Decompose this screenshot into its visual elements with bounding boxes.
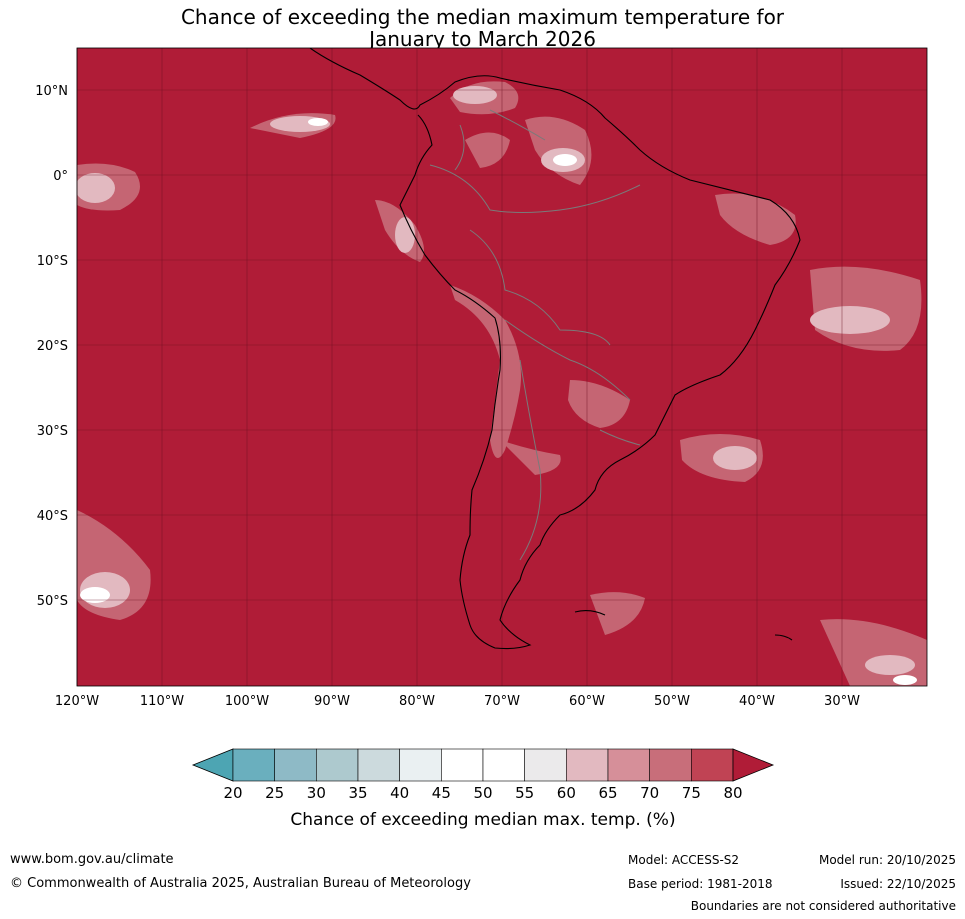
colorbar-cell	[566, 748, 609, 782]
colorbar-tick-label: 50	[473, 784, 492, 802]
footer-copyright: © Commonwealth of Australia 2025, Austra…	[10, 876, 471, 891]
patch-chaco	[568, 380, 630, 428]
patch-brazil-coast	[715, 193, 796, 245]
colorbar-cell	[232, 748, 275, 782]
colorbar-cell	[357, 748, 400, 782]
colorbar-cell	[482, 748, 525, 782]
colorbar-over-arrow	[732, 748, 775, 782]
colorbar-cell	[316, 748, 359, 782]
lon-label: 50°W	[654, 694, 690, 709]
footer-disclaimer: Boundaries are not considered authoritat…	[690, 899, 956, 913]
lat-label: 30°S	[37, 424, 68, 439]
lon-label: 60°W	[569, 694, 605, 709]
colorbar-tick-label: 70	[640, 784, 659, 802]
lat-label: 10°N	[35, 84, 68, 99]
colorbar-tick-label: 65	[598, 784, 617, 802]
lon-label: 40°W	[739, 694, 775, 709]
footer-model-run: Model run: 20/10/2025	[818, 853, 956, 867]
colorbar-cell	[399, 748, 442, 782]
lon-label: 100°W	[225, 694, 269, 709]
patch-falklands	[590, 592, 645, 635]
colorbar-tick-label: 75	[682, 784, 701, 802]
longitude-labels: 120°W 110°W 100°W 90°W 80°W 70°W 60°W 50…	[55, 694, 860, 709]
lon-label: 70°W	[484, 694, 520, 709]
colorbar-under-arrow	[191, 748, 234, 782]
lat-label: 20°S	[37, 339, 68, 354]
colorbar-cell	[274, 748, 317, 782]
map-title-line1: Chance of exceeding the median maximum t…	[180, 5, 785, 29]
colorbar-cell	[649, 748, 692, 782]
latitude-labels: 10°N 0° 10°S 20°S 30°S 40°S 50°S	[35, 84, 68, 609]
colorbar-tick-label: 30	[307, 784, 326, 802]
colorbar-cell	[691, 748, 734, 782]
footer-model: Model: ACCESS-S2	[628, 853, 740, 867]
footer-issued: Issued: 22/10/2025	[840, 877, 956, 891]
colorbar-tick-label: 45	[432, 784, 451, 802]
footer-url: www.bom.gov.au/climate	[10, 852, 174, 867]
lat-label: 0°	[53, 169, 68, 184]
patch-central-chile	[500, 440, 561, 475]
colorbar: 20 25 30 35 40 45 50 55 60 65 70 75 80	[191, 748, 775, 802]
patch-andes	[450, 285, 521, 458]
lon-label: 120°W	[55, 694, 99, 709]
lat-label: 40°S	[37, 509, 68, 524]
lat-label: 10°S	[37, 254, 68, 269]
coastline	[309, 48, 801, 650]
patch-colombia	[465, 132, 510, 168]
colorbar-cell	[441, 748, 484, 782]
colorbar-tick-label: 80	[723, 784, 742, 802]
colorbar-label: Chance of exceeding median max. temp. (%…	[290, 810, 675, 830]
colorbar-tick-label: 40	[390, 784, 409, 802]
colorbar-tick-label: 20	[223, 784, 242, 802]
lon-label: 30°W	[824, 694, 860, 709]
colorbar-cell	[524, 748, 567, 782]
footer-base-period: Base period: 1981-2018	[628, 877, 773, 891]
map-title-line2: January to March 2026	[369, 27, 596, 51]
lon-label: 80°W	[399, 694, 435, 709]
colorbar-tick-label: 35	[348, 784, 367, 802]
lat-label: 50°S	[37, 594, 68, 609]
colorbar-tick-label: 60	[557, 784, 576, 802]
colorbar-tick-label: 25	[265, 784, 284, 802]
colorbar-cell	[607, 748, 650, 782]
lon-label: 110°W	[140, 694, 184, 709]
lon-label: 90°W	[314, 694, 350, 709]
country-borders	[429, 109, 641, 561]
colorbar-tick-label: 55	[515, 784, 534, 802]
